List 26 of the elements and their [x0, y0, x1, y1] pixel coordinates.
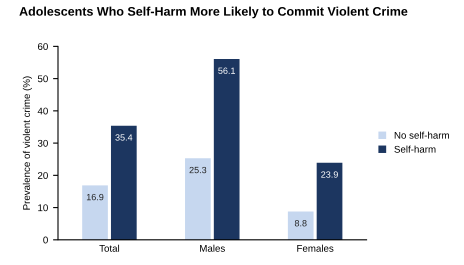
chart-title: Adolescents Who Self-Harm More Likely to Commit Violent Crime — [19, 6, 408, 18]
y-axis-title: Prevalence of violent crime (%) — [22, 76, 32, 210]
bar — [110, 126, 137, 240]
y-tick-label: 40 — [38, 108, 48, 114]
data-label: 25.3 — [190, 166, 206, 174]
x-tick-label: Females — [297, 244, 334, 252]
y-tick-label: 20 — [38, 172, 48, 179]
bar — [185, 158, 211, 240]
data-label: 8.8 — [294, 220, 307, 226]
legend-label: Self-harm — [394, 146, 436, 153]
data-label: 23.9 — [321, 171, 338, 178]
y-tick-label: 10 — [38, 204, 48, 212]
data-label: 56.1 — [218, 68, 236, 74]
y-tick-label: 30 — [38, 140, 48, 147]
y-tick-label: 50 — [38, 75, 48, 82]
legend-label: No self-harm — [394, 132, 449, 139]
bar — [82, 185, 108, 240]
bar — [214, 58, 240, 240]
bar — [316, 162, 342, 240]
bar — [288, 211, 314, 240]
x-tick-label: Total — [99, 244, 120, 252]
x-tick-label: Males — [200, 244, 225, 252]
y-tick-label: 0 — [43, 236, 48, 244]
data-label: 16.9 — [86, 194, 104, 200]
y-tick-label: 60 — [38, 43, 48, 50]
data-label: 35.4 — [115, 134, 132, 141]
